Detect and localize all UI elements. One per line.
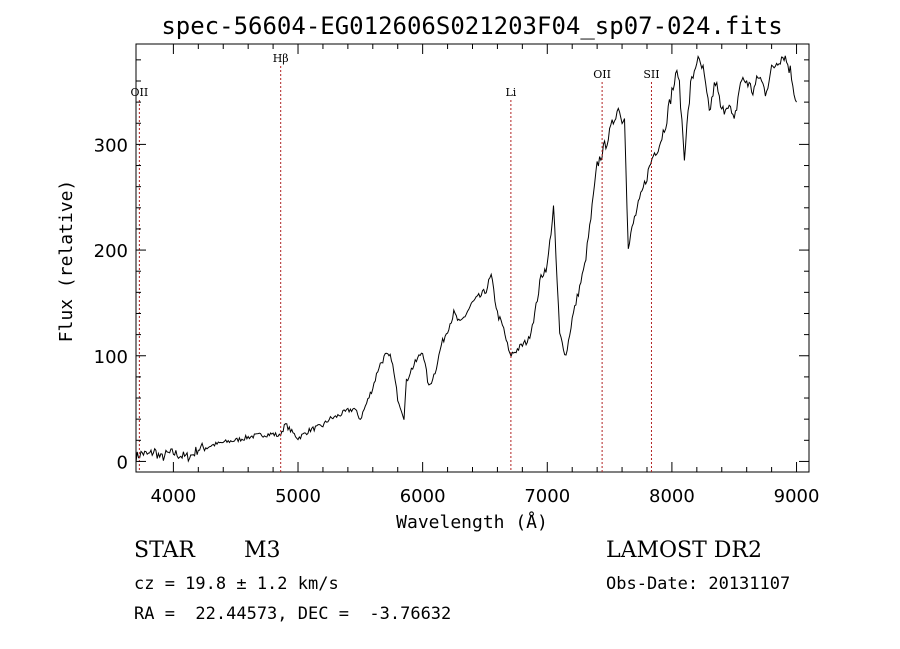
line-label-3: OII	[593, 68, 611, 81]
plot-frame	[135, 43, 810, 473]
object-subclass: M3	[244, 538, 281, 563]
y-tick-label-1: 100	[94, 347, 128, 368]
x-tick-label-2: 6000	[400, 486, 446, 507]
y-tick-label-3: 300	[94, 135, 128, 156]
chart-title: spec-56604-EG012606S021203F04_sp07-024.f…	[161, 12, 782, 40]
x-tick-label-0: 4000	[150, 486, 196, 507]
line-label-2: Li	[505, 86, 516, 99]
line-label-0: OII	[131, 86, 149, 99]
line-label-1: Hβ	[273, 52, 289, 65]
x-axis-label: Wavelength (Å)	[396, 511, 548, 533]
survey-name: LAMOST DR2	[606, 538, 762, 563]
line-label-4: SII	[643, 68, 659, 81]
spectrum-line	[135, 54, 797, 463]
y-tick-label-0: 0	[117, 452, 128, 473]
obs-date: Obs-Date: 20131107	[606, 574, 791, 594]
x-tick-label-3: 7000	[524, 486, 570, 507]
x-tick-label-4: 8000	[649, 486, 695, 507]
y-tick-label-2: 200	[94, 241, 128, 262]
x-tick-label-1: 5000	[275, 486, 321, 507]
redshift-text: cz = 19.8 ± 1.2 km/s	[134, 574, 339, 594]
x-tick-label-5: 9000	[774, 486, 820, 507]
y-axis-label: Flux (relative)	[56, 180, 77, 343]
coordinates-text: RA = 22.44573, DEC = -3.76632	[134, 604, 452, 624]
object-class: STAR	[134, 538, 195, 563]
